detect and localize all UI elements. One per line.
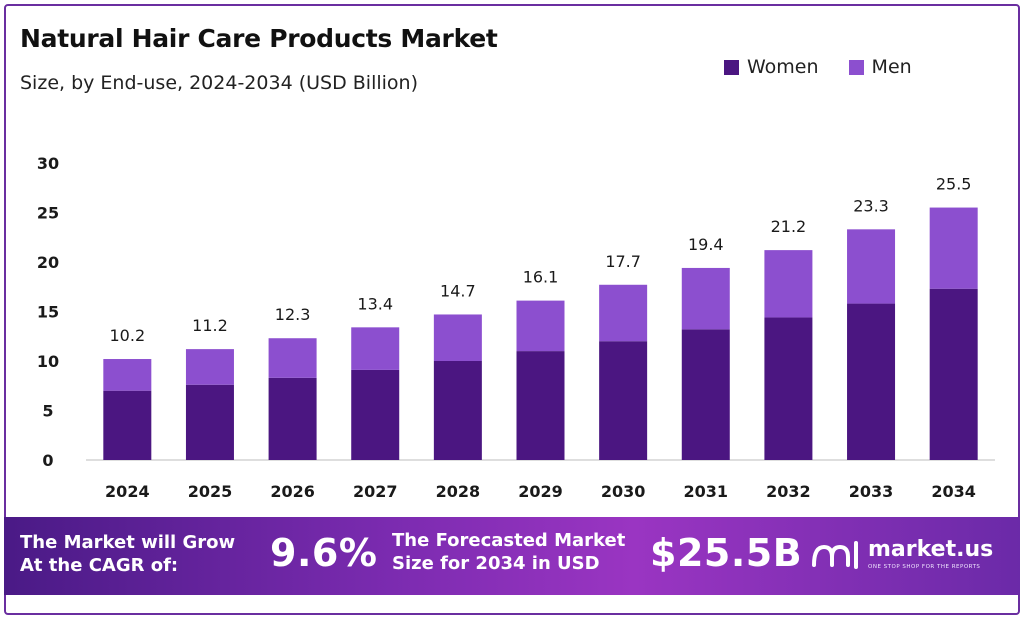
x-tick-label-2034: 2034 bbox=[931, 482, 976, 501]
x-tick-label-2029: 2029 bbox=[518, 482, 563, 501]
x-tick-label-2031: 2031 bbox=[684, 482, 729, 501]
bar-men-2025 bbox=[185, 349, 234, 385]
chart-legend: Women Men bbox=[724, 56, 912, 78]
bar-women-2024 bbox=[103, 390, 152, 460]
bar-total-label-2032: 21.2 bbox=[771, 217, 807, 236]
brand-tagline: ONE STOP SHOP FOR THE REPORTS bbox=[868, 564, 981, 570]
legend-swatch-men bbox=[848, 59, 864, 75]
bar-women-2025 bbox=[185, 384, 234, 460]
bar-women-2027 bbox=[351, 369, 400, 460]
y-tick-label-15: 15 bbox=[37, 303, 59, 322]
summary-banner: The Market will Grow At the CAGR of: 9.6… bbox=[4, 517, 1020, 595]
forecast-caption-line1: The Forecasted Market bbox=[392, 530, 626, 551]
bar-men-2027 bbox=[351, 327, 400, 370]
legend-item-women: Women bbox=[724, 56, 819, 78]
bar-total-label-2030: 17.7 bbox=[605, 252, 641, 271]
bar-total-label-2029: 16.1 bbox=[523, 268, 559, 287]
forecast-caption: The Forecasted Market Size for 2034 in U… bbox=[392, 529, 625, 575]
bar-total-label-2034: 25.5 bbox=[936, 175, 972, 194]
bar-women-2026 bbox=[268, 377, 317, 460]
legend-swatch-women bbox=[724, 59, 739, 75]
bar-men-2029 bbox=[516, 300, 565, 352]
bar-women-2028 bbox=[433, 361, 482, 460]
legend-label-men: Men bbox=[871, 56, 912, 78]
y-tick-label-5: 5 bbox=[42, 402, 53, 421]
x-tick-label-2026: 2026 bbox=[270, 482, 315, 501]
x-tick-label-2024: 2024 bbox=[105, 482, 150, 501]
bar-women-2029 bbox=[516, 351, 565, 460]
bar-total-label-2033: 23.3 bbox=[853, 196, 889, 215]
bar-men-2028 bbox=[433, 314, 482, 361]
y-tick-label-10: 10 bbox=[37, 352, 59, 371]
x-tick-label-2032: 2032 bbox=[766, 482, 811, 501]
bar-total-label-2028: 14.7 bbox=[440, 281, 476, 300]
x-tick-label-2033: 2033 bbox=[849, 482, 894, 501]
cagr-value: 9.6% bbox=[270, 531, 378, 575]
bar-women-2033 bbox=[847, 303, 896, 460]
bar-women-2030 bbox=[599, 341, 648, 460]
bar-men-2031 bbox=[681, 267, 730, 330]
y-tick-label-0: 0 bbox=[42, 451, 53, 470]
bar-men-2032 bbox=[764, 250, 813, 318]
bar-total-label-2025: 11.2 bbox=[192, 316, 228, 335]
bar-men-2034 bbox=[929, 207, 978, 289]
x-tick-label-2028: 2028 bbox=[436, 482, 481, 501]
bar-women-2031 bbox=[681, 329, 730, 460]
bar-total-label-2026: 12.3 bbox=[275, 305, 311, 324]
bar-men-2033 bbox=[847, 229, 896, 304]
cagr-caption-line1: The Market will Grow bbox=[20, 532, 236, 553]
y-tick-label-25: 25 bbox=[37, 204, 59, 223]
market-us-logo-icon bbox=[812, 541, 858, 569]
legend-item-men: Men bbox=[848, 56, 912, 78]
forecast-value: $25.5B bbox=[650, 531, 803, 575]
cagr-caption: The Market will Grow At the CAGR of: bbox=[20, 531, 235, 577]
bar-total-label-2031: 19.4 bbox=[688, 235, 724, 254]
bar-men-2024 bbox=[103, 359, 152, 391]
brand-name: market.us bbox=[868, 537, 994, 562]
bar-women-2032 bbox=[764, 317, 813, 460]
bar-total-label-2027: 13.4 bbox=[357, 294, 393, 313]
chart-title: Natural Hair Care Products Market bbox=[20, 24, 498, 53]
chart-subtitle: Size, by End-use, 2024-2034 (USD Billion… bbox=[20, 72, 418, 94]
y-tick-label-20: 20 bbox=[37, 253, 59, 272]
cagr-caption-line2: At the CAGR of: bbox=[20, 555, 179, 576]
y-tick-label-30: 30 bbox=[37, 154, 59, 173]
bar-men-2026 bbox=[268, 338, 317, 378]
x-tick-label-2025: 2025 bbox=[188, 482, 233, 501]
legend-label-women: Women bbox=[747, 56, 819, 78]
forecast-caption-line2: Size for 2034 in USD bbox=[392, 553, 600, 574]
bar-women-2034 bbox=[929, 288, 978, 460]
bar-chart: 05101520253010.2202411.2202512.3202613.4… bbox=[37, 154, 995, 501]
x-tick-label-2030: 2030 bbox=[601, 482, 646, 501]
bar-total-label-2024: 10.2 bbox=[110, 326, 146, 345]
bar-men-2030 bbox=[599, 284, 648, 342]
x-tick-label-2027: 2027 bbox=[353, 482, 398, 501]
